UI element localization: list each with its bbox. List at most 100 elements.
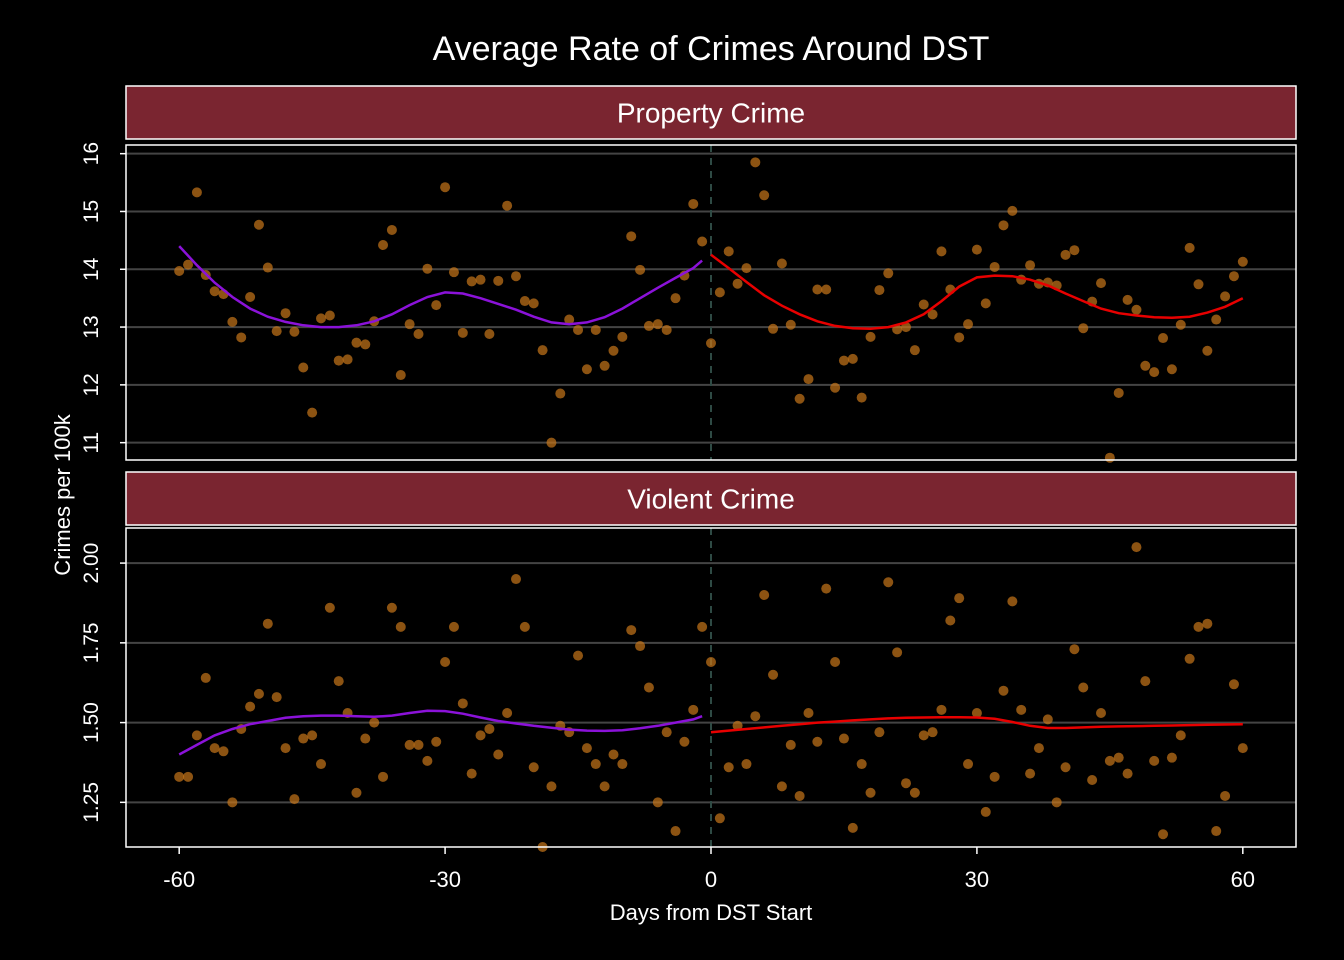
data-point bbox=[998, 220, 1009, 231]
trend-line-pre-dst bbox=[178, 245, 703, 329]
data-point bbox=[1228, 271, 1239, 282]
data-point bbox=[342, 354, 353, 365]
data-point bbox=[466, 276, 477, 287]
data-point bbox=[776, 258, 787, 269]
data-point bbox=[1202, 345, 1213, 356]
data-point bbox=[768, 323, 779, 334]
data-point bbox=[1060, 249, 1071, 260]
data-point bbox=[573, 324, 584, 335]
data-point bbox=[768, 669, 779, 680]
data-point bbox=[838, 355, 849, 366]
data-point bbox=[1069, 644, 1080, 655]
data-point bbox=[794, 790, 805, 801]
data-point bbox=[617, 331, 628, 342]
data-point bbox=[980, 806, 991, 817]
panel-strip bbox=[125, 85, 1297, 140]
data-point bbox=[1184, 653, 1195, 664]
data-point bbox=[581, 364, 592, 375]
data-point bbox=[1051, 797, 1062, 808]
data-point bbox=[901, 778, 911, 789]
data-point bbox=[502, 200, 513, 211]
data-point bbox=[732, 278, 743, 289]
data-point bbox=[422, 263, 433, 274]
data-point bbox=[298, 733, 309, 744]
data-point bbox=[351, 787, 362, 798]
data-point bbox=[413, 329, 424, 339]
y-tick-label: 14 bbox=[80, 257, 103, 281]
data-point bbox=[289, 326, 300, 337]
data-point bbox=[484, 723, 495, 734]
data-point bbox=[874, 285, 885, 296]
data-point bbox=[245, 292, 256, 303]
y-tick-label: 13 bbox=[80, 315, 103, 338]
data-point bbox=[537, 345, 548, 356]
data-point bbox=[812, 284, 823, 295]
data-point bbox=[989, 771, 1000, 782]
data-point bbox=[626, 231, 637, 242]
data-point bbox=[821, 284, 832, 295]
data-point bbox=[546, 437, 557, 448]
y-tick-label: 1.50 bbox=[80, 702, 103, 743]
data-point bbox=[298, 362, 309, 373]
data-point bbox=[440, 182, 451, 193]
data-point bbox=[892, 324, 903, 335]
data-point bbox=[963, 759, 974, 770]
panel-1: Property Crime 11 12 13 14 15 16 bbox=[80, 85, 1297, 463]
data-point bbox=[954, 332, 965, 343]
trend-line-post-dst bbox=[710, 253, 1244, 331]
data-point bbox=[856, 392, 867, 403]
data-point bbox=[865, 787, 876, 798]
data-point bbox=[404, 319, 415, 330]
data-point bbox=[1175, 730, 1186, 741]
y-tick-label: 1.25 bbox=[80, 782, 103, 823]
data-point bbox=[1078, 323, 1089, 334]
data-point bbox=[652, 319, 663, 330]
data-point bbox=[324, 602, 335, 613]
data-point bbox=[759, 589, 770, 600]
data-point bbox=[643, 320, 654, 331]
data-point bbox=[466, 768, 477, 779]
data-point bbox=[1025, 768, 1036, 779]
data-point bbox=[1237, 256, 1248, 267]
data-point bbox=[971, 708, 982, 719]
data-point bbox=[794, 393, 805, 404]
data-point bbox=[776, 781, 787, 792]
data-point bbox=[927, 309, 938, 320]
data-point bbox=[395, 621, 406, 632]
data-point bbox=[271, 692, 282, 703]
data-point bbox=[936, 704, 947, 715]
data-point bbox=[1237, 743, 1248, 754]
data-point bbox=[1220, 790, 1231, 801]
data-point bbox=[1122, 768, 1133, 779]
data-point bbox=[909, 345, 920, 356]
data-point bbox=[183, 259, 194, 270]
data-point bbox=[723, 246, 734, 257]
data-point bbox=[484, 329, 495, 339]
data-point bbox=[1202, 618, 1213, 629]
data-point bbox=[280, 308, 291, 319]
data-point bbox=[750, 157, 761, 168]
data-point bbox=[608, 345, 619, 356]
data-point bbox=[404, 739, 415, 750]
data-point bbox=[422, 755, 433, 766]
data-point bbox=[1211, 826, 1222, 837]
data-point bbox=[511, 271, 521, 282]
data-point bbox=[643, 682, 654, 693]
data-point bbox=[830, 382, 841, 393]
data-point bbox=[732, 720, 743, 731]
data-point bbox=[227, 797, 238, 808]
data-point bbox=[661, 324, 672, 335]
data-point bbox=[1149, 367, 1160, 378]
data-point bbox=[1131, 304, 1142, 315]
data-point bbox=[963, 319, 974, 330]
data-point bbox=[1104, 452, 1115, 463]
data-point bbox=[1140, 676, 1151, 687]
data-point bbox=[1175, 319, 1186, 330]
data-point bbox=[741, 759, 752, 770]
data-point bbox=[812, 736, 823, 747]
data-point bbox=[635, 641, 646, 652]
data-point bbox=[253, 219, 264, 230]
data-point bbox=[892, 647, 903, 658]
data-point bbox=[324, 310, 335, 321]
data-point bbox=[209, 743, 220, 754]
